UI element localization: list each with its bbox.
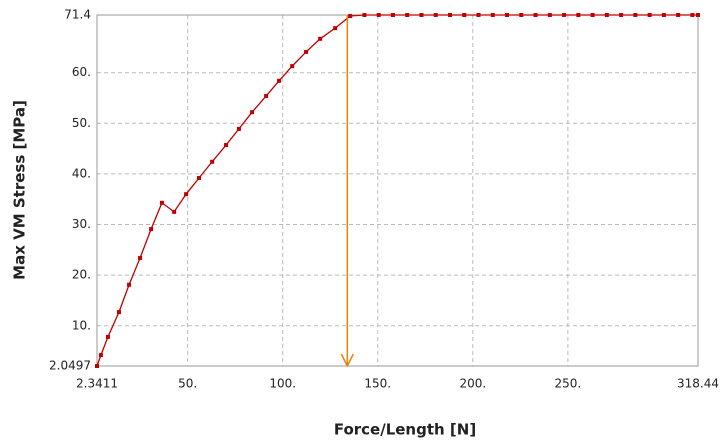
data-point	[633, 13, 638, 17]
data-point	[105, 334, 110, 339]
data-point	[619, 13, 624, 17]
y-tick-label: 20.	[72, 268, 91, 282]
data-point	[304, 49, 309, 54]
data-point	[290, 64, 295, 69]
data-point	[277, 78, 282, 83]
y-axis-label: Max VM Stress [MPa]	[11, 100, 29, 280]
data-point	[433, 13, 438, 17]
data-point	[362, 13, 367, 17]
data-point	[318, 36, 323, 41]
data-point	[210, 159, 215, 164]
data-point	[98, 353, 103, 358]
data-point	[149, 227, 154, 232]
data-point	[447, 13, 452, 17]
data-point	[647, 13, 652, 17]
data-point	[696, 13, 700, 17]
data-point	[264, 93, 269, 98]
data-point	[348, 14, 353, 19]
y-tick-label: 71.4	[64, 8, 91, 22]
y-tick-label: 10.	[72, 318, 91, 332]
y-tick-label: 50.	[72, 116, 91, 130]
data-point	[476, 13, 481, 17]
data-point	[590, 13, 595, 17]
data-point	[376, 13, 381, 17]
x-tick-label: 318.44	[677, 377, 719, 391]
data-point	[604, 13, 609, 17]
data-point	[138, 255, 143, 260]
data-point	[533, 13, 538, 17]
data-point	[519, 13, 524, 17]
y-tick-label: 30.	[72, 217, 91, 231]
y-tick-label: 40.	[72, 166, 91, 180]
data-point	[390, 13, 395, 17]
data-point	[116, 310, 121, 315]
data-point	[547, 13, 552, 17]
marker-arrowhead	[340, 353, 354, 368]
data-point	[184, 192, 189, 197]
data-point	[95, 364, 99, 368]
data-point	[676, 13, 681, 17]
data-point	[224, 143, 229, 148]
x-axis-label: Force/Length [N]	[334, 421, 476, 439]
y-tick-label: 2.0497	[49, 359, 91, 373]
data-point	[562, 13, 567, 17]
data-point	[505, 13, 510, 17]
x-tick-label: 200.	[459, 377, 486, 391]
x-tick-label: 2.3411	[76, 377, 118, 391]
data-point	[159, 200, 164, 205]
data-point	[490, 13, 495, 17]
x-tick-label: 100.	[269, 377, 296, 391]
data-point	[172, 209, 177, 214]
x-tick-label: 250.	[555, 377, 582, 391]
data-point	[250, 110, 255, 115]
data-point	[661, 13, 666, 17]
data-point	[333, 26, 338, 31]
data-point	[405, 13, 410, 17]
data-point	[236, 126, 241, 131]
data-point	[419, 13, 424, 17]
y-tick-label: 60.	[72, 65, 91, 79]
x-tick-label: 150.	[364, 377, 391, 391]
data-point	[197, 175, 202, 180]
data-point	[690, 13, 695, 17]
data-point	[576, 13, 581, 17]
data-point	[127, 282, 132, 287]
data-point	[462, 13, 467, 17]
x-tick-label: 50.	[178, 377, 197, 391]
